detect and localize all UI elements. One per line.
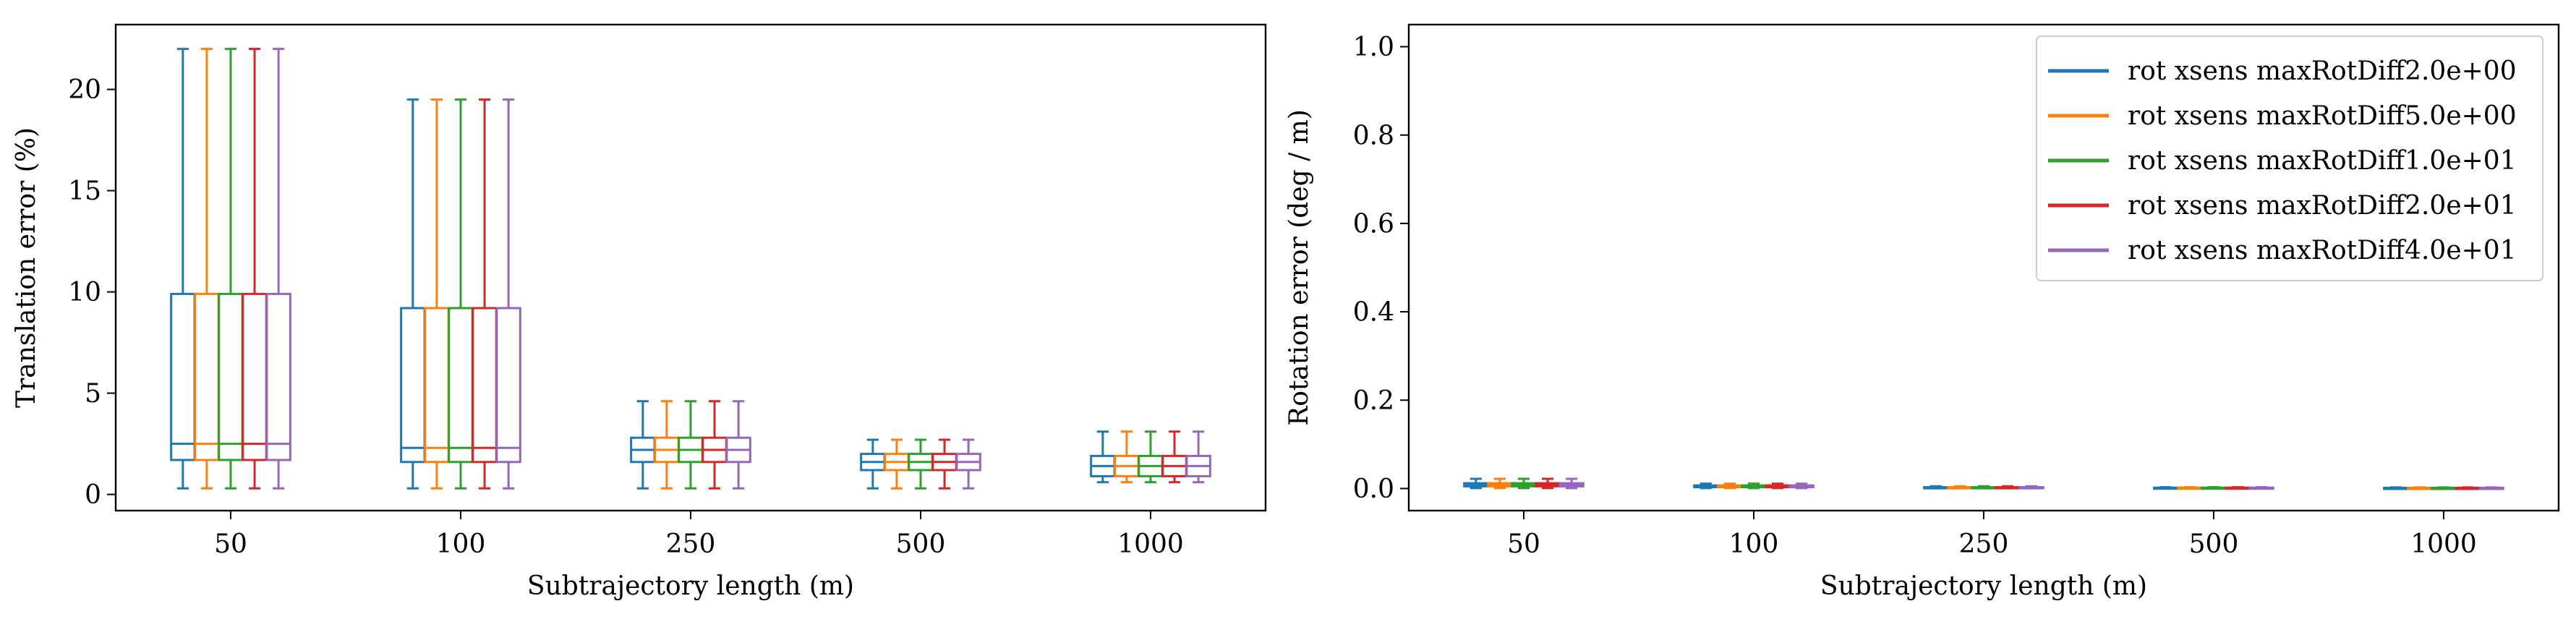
box-series-3-cat-1000 [1138, 430, 1164, 484]
y-tick-label: 0.4 [1353, 298, 1394, 328]
y-tick-label: 0.2 [1353, 386, 1394, 416]
box-series-4-cat-500 [2225, 486, 2251, 490]
legend-label: rot xsens maxRotDiff2.0e+00 [2128, 56, 2517, 86]
y-axis-label: Translation error (%) [12, 127, 41, 408]
y-tick-label: 10 [68, 278, 101, 307]
box-series-1-cat-250 [1923, 485, 1949, 490]
x-tick-label: 100 [1729, 529, 1779, 559]
box-series-2-cat-1000 [1114, 430, 1140, 484]
legend-label: rot xsens maxRotDiff5.0e+00 [2128, 101, 2517, 131]
box-series-3-cat-1000 [2431, 486, 2457, 490]
box-series-5-cat-500 [2248, 486, 2274, 490]
x-tick-label: 250 [1959, 529, 2009, 559]
legend-label: rot xsens maxRotDiff4.0e+01 [2128, 236, 2517, 265]
box-series-3-cat-50 [1511, 477, 1537, 490]
legend-label: rot xsens maxRotDiff2.0e+01 [2128, 191, 2517, 221]
box-series-2-cat-250 [654, 400, 680, 490]
box-series-3-cat-100 [448, 98, 474, 490]
x-tick-label: 500 [2189, 529, 2239, 559]
box-series-1-cat-1000 [2383, 486, 2409, 490]
x-tick-label: 1000 [1117, 529, 1184, 559]
box-series-4-cat-1000 [2455, 486, 2481, 490]
x-tick-label: 250 [666, 529, 716, 559]
x-tick-label: 1000 [2410, 529, 2477, 559]
box-series-2-cat-500 [884, 438, 910, 490]
box-series-5-cat-500 [955, 438, 981, 490]
x-tick-label: 50 [214, 529, 247, 559]
y-tick-label: 0.0 [1353, 474, 1394, 504]
y-tick-label: 1.0 [1353, 33, 1394, 62]
y-tick-label: 0.8 [1353, 121, 1394, 150]
box-series-5-cat-100 [495, 98, 521, 490]
box-series-5-cat-50 [265, 48, 291, 490]
box-series-1-cat-100 [1693, 482, 1719, 490]
y-axis-label: Rotation error (deg / m) [1284, 109, 1314, 426]
box-series-1-cat-1000 [1090, 430, 1116, 484]
y-tick-label: 15 [68, 176, 101, 206]
box-series-3-cat-100 [1741, 482, 1767, 490]
box-series-2-cat-250 [1947, 485, 1973, 490]
box-series-3-cat-500 [2201, 486, 2227, 490]
box-series-5-cat-1000 [2478, 486, 2504, 490]
legend: rot xsens maxRotDiff2.0e+00 rot xsens max… [2036, 35, 2543, 281]
rotation-error-chart: 0.0 0.2 0.4 0.6 0.8 1.0 50 100 250 500 1000 Subtraj… [1284, 23, 2560, 601]
box-series-2-cat-1000 [2407, 486, 2433, 490]
y-tick-label: 20 [68, 75, 101, 105]
box-series-1-cat-500 [860, 438, 886, 490]
x-tick-label: 100 [436, 529, 486, 559]
box-series-5-cat-100 [1788, 482, 1814, 490]
y-tick-label: 0 [85, 480, 101, 510]
legend-frame [2036, 35, 2543, 281]
translation-error-chart: 0 5 10 15 20 50 100 250 500 1000 Subtrajectory len… [12, 23, 1267, 601]
box-series-5-cat-250 [2018, 485, 2044, 490]
box-series-5-cat-1000 [1185, 430, 1211, 484]
x-axis-label: Subtrajectory length (m) [1820, 571, 2147, 601]
legend-label: rot xsens maxRotDiff1.0e+01 [2128, 146, 2517, 176]
x-axis-label: Subtrajectory length (m) [527, 571, 854, 601]
box-series-1-cat-500 [2153, 486, 2179, 490]
box-series-4-cat-250 [1995, 485, 2021, 490]
box-series-3-cat-250 [1971, 485, 1997, 490]
box-series-5-cat-50 [1558, 477, 1585, 490]
x-tick-label: 500 [896, 529, 946, 559]
x-tick-label: 50 [1507, 529, 1540, 559]
y-tick-label: 0.6 [1353, 210, 1394, 239]
y-tick-label: 5 [85, 379, 101, 409]
box-series-5-cat-250 [725, 400, 751, 490]
box-series-2-cat-500 [2177, 486, 2203, 490]
